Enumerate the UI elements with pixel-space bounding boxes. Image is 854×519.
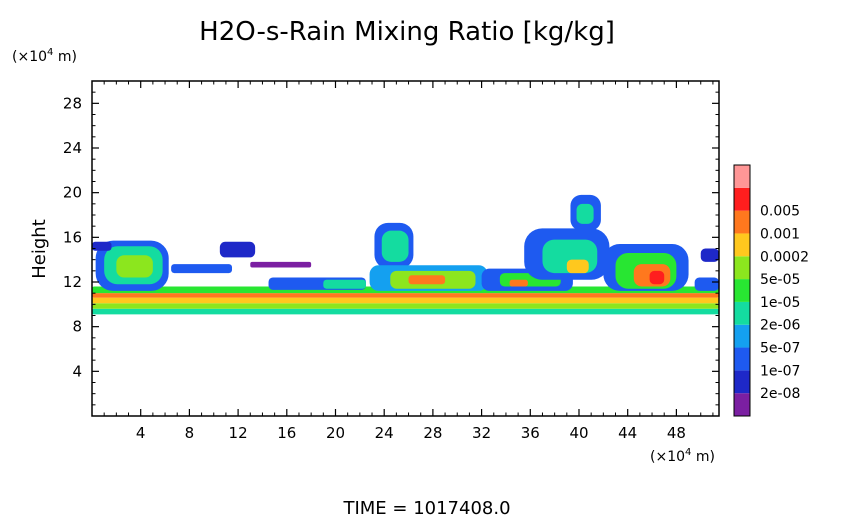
y-tick-label: 8 [72,318,82,336]
field-region [509,279,528,287]
y-axis: 4 8 12 16 20 24 28 [63,91,719,406]
x-tick-label: 44 [618,424,637,442]
x-tick-label: 16 [277,424,296,442]
x-unit-prefix: (×10 [650,449,685,465]
y-unit-prefix: (×10 [12,49,47,65]
colorbar-label: 5e-07 [760,341,800,357]
colorbar-label: 1e-05 [760,295,800,311]
y-tick-label: 4 [72,362,82,380]
colorbar-label: 1e-07 [760,363,800,379]
field-region [250,261,312,268]
colorbar-label: 0.0002 [760,249,809,265]
y-unit-exponent: 4 [47,47,53,58]
field-region [323,279,366,289]
field-region [92,308,719,315]
colorbar: 2e-08 1e-07 5e-07 2e-06 1e-05 5e-05 0.0002 0.00… [733,164,809,417]
colorbar-swatch [734,393,750,416]
x-tick-label: 20 [326,424,345,442]
plot-area [92,194,719,315]
colorbar-swatch [734,233,750,257]
colorbar-swatch [734,187,750,211]
field-region [92,241,112,251]
y-tick-label: 24 [63,139,82,157]
colorbar-label: 0.005 [760,204,800,220]
field-region [92,297,719,304]
x-unit-suffix: m) [691,449,715,465]
plot-frame [91,80,720,417]
chart-title: H2O-s-Rain Mixing Ratio [kg/kg] [199,17,615,47]
time-value: 1017408.0 [413,498,510,519]
colorbar-swatch [734,347,750,371]
x-tick-label: 8 [185,424,195,442]
field-region [649,270,665,285]
y-tick-label: 20 [63,184,82,202]
y-unit-label: (×104 m) [12,47,77,65]
y-unit-suffix: m) [53,49,77,65]
colorbar-swatch [734,210,750,234]
colorbar-label: 0.001 [760,226,800,242]
field-region [92,293,719,298]
x-unit-label: (×104 m) [650,447,715,465]
field-region [694,277,719,291]
field-region [566,259,589,274]
colorbar-label: 5e-05 [760,272,800,288]
colorbar-swatch [734,279,750,302]
x-axis: 4 8 12 16 20 24 28 32 36 40 44 48 [103,81,714,442]
x-tick-label: 4 [136,424,146,442]
colorbar-frame [733,164,751,417]
y-tick-label: 16 [63,228,82,246]
colorbar-swatch [734,324,750,348]
y-tick-label: 28 [63,94,82,112]
colorbar-label: 2e-06 [760,318,800,334]
x-tick-label: 28 [423,424,442,442]
x-tick-label: 36 [521,424,540,442]
colorbar-swatch [734,301,750,325]
colorbar-swatch [734,256,750,280]
field-region [219,241,256,258]
field-region [408,275,446,285]
x-tick-label: 32 [472,424,491,442]
colorbar-swatch [734,165,750,188]
field-region [92,303,719,309]
field-region [381,230,409,262]
x-unit-exponent: 4 [685,447,691,458]
time-readout: TIME = 1017408.0 [342,498,510,519]
colorbar-swatch [734,370,750,394]
y-axis-label: Height [29,219,50,279]
y-tick-label: 12 [63,273,82,291]
x-tick-label: 24 [375,424,394,442]
time-label: TIME [342,498,386,519]
x-tick-label: 12 [229,424,248,442]
field-region [116,255,153,278]
x-tick-label: 48 [667,424,686,442]
field-region [700,248,719,262]
x-tick-label: 40 [569,424,588,442]
colorbar-label: 2e-08 [760,386,800,402]
field-region [171,264,233,274]
field-region [576,203,594,224]
